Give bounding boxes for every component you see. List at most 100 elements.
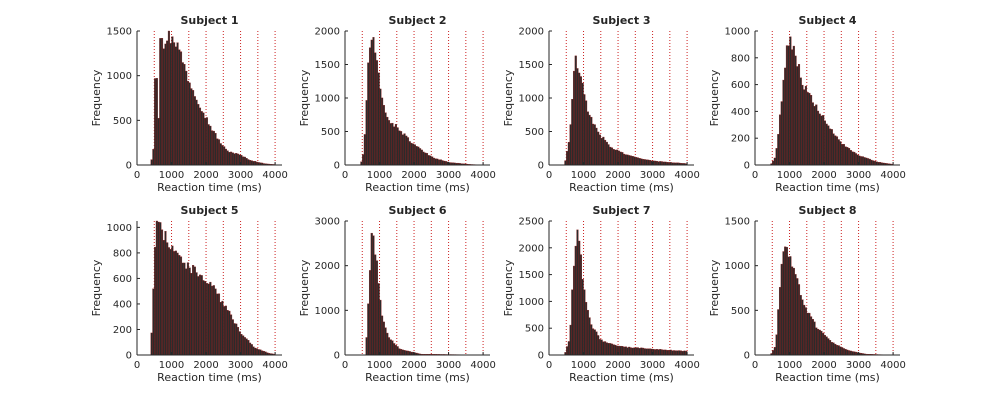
histogram-bar [219, 143, 222, 166]
histogram-bar [242, 335, 245, 356]
histogram-bar [212, 285, 215, 356]
histogram-bar [595, 127, 598, 166]
y-tick-label: 1500 [725, 217, 750, 228]
histogram-bar [363, 134, 366, 166]
histogram-bar [674, 350, 677, 356]
x-tick-label: 2000 [193, 170, 218, 181]
histogram-bar [820, 330, 823, 356]
histogram-bar [835, 345, 839, 356]
histogram-bar [818, 329, 821, 356]
histogram-bar [188, 82, 191, 166]
histogram-bar [635, 157, 638, 166]
histogram-bar [377, 283, 380, 356]
subplot-subject-7: 0 1000 2000 3000 4000 0 500 1000 1500 2000 2500 Sub… [502, 204, 700, 384]
histogram-bar [811, 102, 814, 166]
histogram-bar [666, 350, 669, 356]
histogram-bar [243, 337, 246, 356]
histogram-bar [576, 68, 579, 166]
histogram-bar [370, 232, 373, 356]
histogram-bar [252, 161, 255, 166]
histogram-bar [598, 339, 601, 356]
histogram-bar [600, 137, 603, 166]
histogram-bar [212, 130, 215, 166]
histogram-bar [245, 338, 248, 356]
y-tick-label: 500 [525, 127, 544, 138]
histogram-bar [772, 160, 775, 166]
histogram-bar [772, 350, 775, 356]
histogram-bar [813, 106, 816, 166]
histogram-bar [782, 251, 785, 356]
histogram-bar [219, 301, 222, 356]
y-tick-label: 800 [731, 53, 750, 64]
histogram-bar [436, 158, 439, 166]
histogram-bar [825, 336, 828, 356]
histogram-bar [197, 104, 200, 166]
histogram-bar [583, 289, 586, 356]
histogram-bar [242, 156, 245, 166]
histogram-bar [375, 260, 378, 356]
histogram-bar [571, 289, 574, 356]
histogram-bar [610, 343, 614, 356]
histogram-bar [676, 350, 679, 356]
histogram-bar [160, 38, 164, 166]
histogram-bar [792, 267, 795, 356]
histogram-bar [370, 39, 373, 166]
histogram-bar [773, 157, 776, 166]
histogram-bar [408, 141, 411, 166]
histogram-bar [368, 270, 372, 356]
histogram-bars [564, 55, 688, 166]
histogram-bar [413, 144, 416, 166]
x-axis-label: Reaction time (ms) [365, 181, 470, 194]
histogram-bar [204, 281, 207, 356]
histogram-bar [259, 349, 262, 356]
histogram-bar [233, 323, 236, 356]
y-tick-label: 1500 [519, 270, 544, 281]
x-tick-label: 4000 [262, 360, 287, 371]
histogram-bar [431, 156, 434, 166]
x-tick-label: 4000 [674, 360, 699, 371]
y-axis-label: Frequency [708, 259, 721, 316]
x-tick-label: 4000 [674, 170, 699, 181]
histogram-bar [200, 275, 203, 356]
histogram-bar [839, 346, 842, 356]
histogram-bar [775, 334, 778, 356]
histogram-bar [600, 339, 603, 356]
histogram-bar [209, 281, 212, 356]
histogram-bar [252, 346, 255, 356]
histogram-bar [830, 129, 833, 166]
histogram-bar [796, 278, 799, 356]
histogram-bar [655, 349, 658, 356]
y-tick-label: 1000 [107, 223, 132, 234]
x-tick-label: 4000 [262, 170, 287, 181]
x-axis-label: Reaction time (ms) [775, 371, 880, 384]
histogram-bar [842, 144, 845, 166]
histogram-bar [422, 151, 425, 166]
histogram-bar [815, 327, 818, 356]
histogram-bar [849, 150, 852, 166]
histogram-bar [787, 256, 790, 356]
histogram-bar [614, 344, 617, 356]
histogram-bar [405, 135, 408, 166]
histogram-bar [621, 152, 624, 166]
histogram-bar [775, 148, 778, 166]
histogram-bar [832, 342, 835, 356]
histogram-bar [401, 134, 404, 166]
histogram-bar [214, 288, 217, 356]
histogram-bar [386, 116, 389, 166]
x-tick-label: 2000 [401, 360, 426, 371]
histogram-bar [188, 267, 191, 356]
histogram-bar [820, 115, 823, 166]
histogram-bar [567, 341, 570, 356]
histogram-bar [803, 304, 806, 356]
histogram-bar [628, 155, 631, 166]
histogram-bar [173, 42, 176, 166]
y-tick-label: 1000 [519, 297, 544, 308]
histogram-bar [661, 349, 664, 356]
histogram-bar [841, 347, 844, 356]
x-axis-label: Reaction time (ms) [569, 181, 674, 194]
histogram-bars [564, 229, 688, 356]
x-tick-label: 0 [546, 170, 552, 181]
histogram-bar [837, 139, 840, 166]
histogram-bar [827, 125, 830, 166]
y-tick-label: 2500 [519, 217, 544, 228]
